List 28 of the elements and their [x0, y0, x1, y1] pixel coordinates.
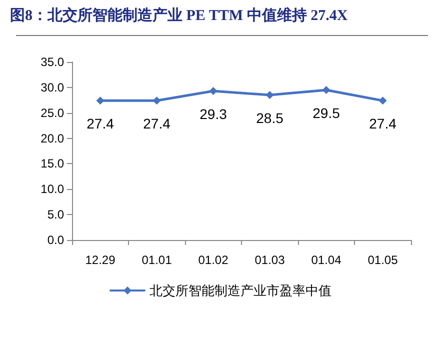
x-tick-label: 01.01 — [142, 253, 172, 267]
y-tick-label: 25.0 — [40, 106, 64, 120]
y-tick-label: 10.0 — [40, 182, 64, 196]
y-tick-label: 0.0 — [47, 233, 64, 247]
data-label: 29.5 — [312, 104, 340, 121]
x-tick-label: 12.29 — [85, 253, 116, 267]
x-tick-label: 01.02 — [198, 253, 229, 267]
point — [322, 86, 330, 94]
data-label: 27.4 — [86, 116, 114, 132]
point — [378, 96, 387, 105]
point — [96, 96, 104, 105]
data-label: 29.3 — [200, 106, 228, 122]
y-tick-label: 30.0 — [40, 80, 64, 94]
y-tick-label: 35.0 — [40, 55, 64, 69]
point — [266, 91, 274, 100]
y-tick-label: 20.0 — [40, 131, 64, 146]
data-label: 27.4 — [369, 116, 397, 132]
point — [209, 86, 218, 95]
x-tick-label: 01.05 — [368, 253, 398, 267]
point — [152, 96, 161, 105]
legend-label: 北交所智能制造产业市盈率中值 — [150, 283, 332, 298]
data-label: 28.5 — [256, 110, 284, 126]
data-label: 27.4 — [143, 116, 171, 132]
y-tick-label: 5.0 — [47, 208, 64, 222]
y-tick-label: 15.0 — [40, 156, 64, 171]
x-tick-label: 01.04 — [311, 253, 342, 267]
chart-title: 图8：北交所智能制造产业 PE TTM 中值维持 27.4X — [10, 6, 348, 25]
x-tick-label: 01.03 — [254, 253, 286, 267]
